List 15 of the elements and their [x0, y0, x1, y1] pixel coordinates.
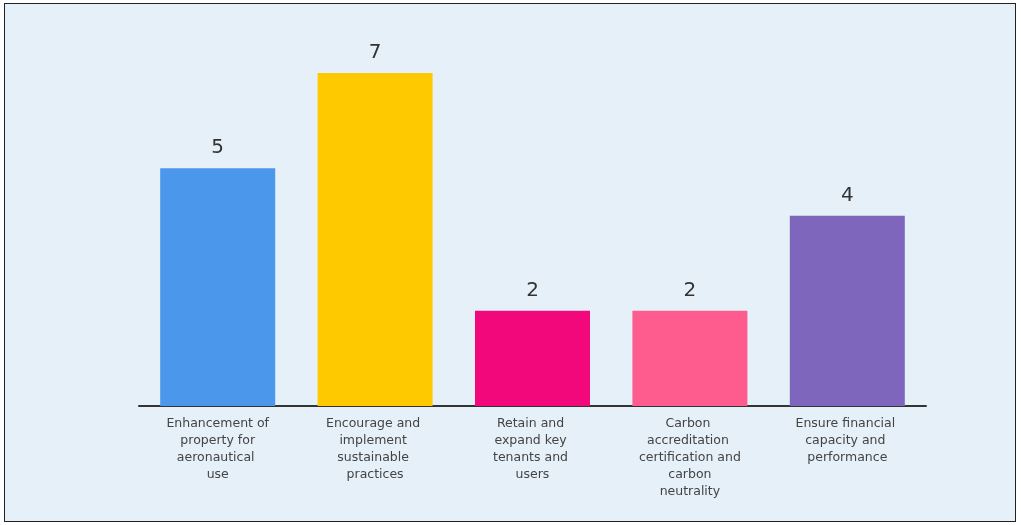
x-tick-label: Retain and expand key tenants and users — [493, 415, 572, 481]
data-label: 2 — [683, 276, 697, 301]
data-label: 2 — [526, 276, 539, 301]
x-tick-label: Carbon accreditation certification and carbon neutrality — [638, 415, 741, 498]
data-label: 4 — [840, 181, 854, 206]
bar — [475, 310, 590, 406]
data-label: 5 — [211, 134, 225, 159]
bar — [317, 73, 433, 406]
x-tick-label: Ensure financial capacity and performance — [795, 415, 900, 464]
bar — [789, 215, 905, 406]
bar — [632, 310, 748, 406]
data-label: 7 — [368, 39, 382, 63]
x-tick-label: Encourage and implement sustainable practices — [326, 415, 425, 481]
x-tick-label: Enhancement of property for aeronautical use — [166, 415, 270, 481]
bar — [160, 168, 276, 406]
